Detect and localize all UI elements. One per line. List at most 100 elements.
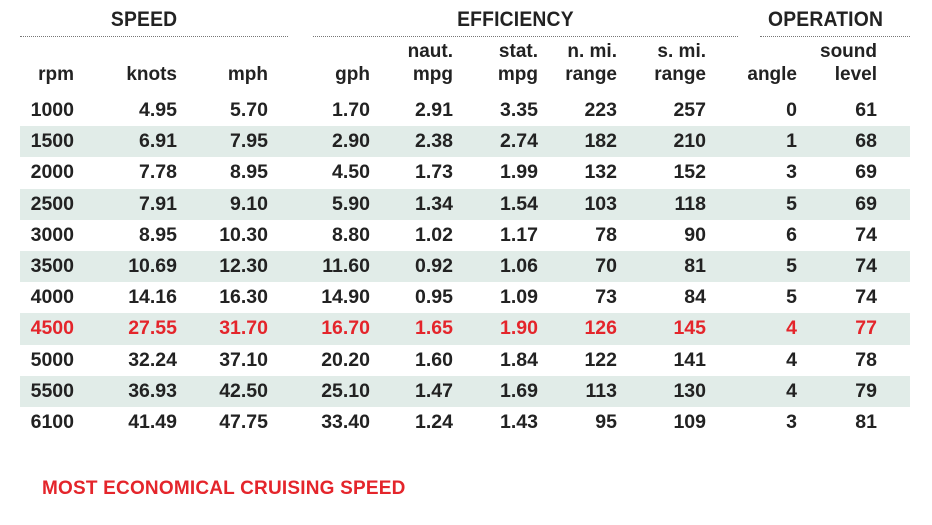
- cell-knots: 6.91: [139, 130, 177, 153]
- cell-n-mi-range: 78: [595, 223, 617, 246]
- header-s-mi-range-top: s. mi.: [657, 41, 706, 62]
- header-gph-bottom: gph: [335, 64, 370, 85]
- cell-stat-mpg: 3.35: [500, 99, 538, 121]
- cell-n-mi-range: 126: [584, 317, 617, 340]
- header-sound-level-bottom: level: [834, 64, 877, 85]
- cell-stat-mpg: 1.43: [500, 411, 538, 433]
- header-rpm-bottom: rpm: [38, 64, 74, 85]
- cell-angle: 3: [786, 161, 797, 184]
- cell-naut-mpg: 0.92: [415, 255, 453, 277]
- cell-rpm: 4000: [30, 286, 74, 309]
- table-row: 5500 36.93 42.50 25.10 1.47 1.69 113 130 4 79: [20, 375, 910, 407]
- cell-s-mi-range: 109: [673, 411, 706, 433]
- cell-n-mi-range: 122: [584, 348, 617, 371]
- speed-group-rule: [20, 36, 288, 37]
- header-naut-mpg-bottom: mpg: [412, 64, 453, 85]
- cell-n-mi-range: 70: [595, 255, 617, 277]
- cell-s-mi-range: 141: [673, 348, 706, 371]
- cell-naut-mpg: 1.34: [415, 192, 453, 215]
- cell-knots: 8.95: [139, 223, 177, 246]
- cell-mph: 47.75: [219, 411, 268, 433]
- cell-rpm: 4500: [30, 317, 74, 340]
- cell-gph: 20.20: [321, 348, 370, 371]
- cell-angle: 5: [786, 255, 797, 277]
- cell-stat-mpg: 1.99: [500, 161, 538, 184]
- cell-n-mi-range: 223: [584, 99, 617, 121]
- cell-rpm: 6100: [30, 411, 74, 433]
- cell-rpm: 5500: [30, 379, 74, 402]
- cell-knots: 27.55: [128, 317, 177, 340]
- table-row: 1000 4.95 5.70 1.70 2.91 3.35 223 257 0 61: [20, 95, 910, 126]
- cell-naut-mpg: 1.47: [415, 379, 453, 402]
- table-row: 1500 6.91 7.95 2.90 2.38 2.74 182 210 1 68: [20, 126, 910, 158]
- header-n-mi-range-top: n. mi.: [567, 41, 617, 62]
- cell-rpm: 5000: [30, 348, 74, 371]
- cell-sound-level: 69: [855, 192, 877, 215]
- operation-group-rule: [760, 36, 910, 37]
- cell-sound-level: 81: [855, 411, 877, 433]
- cell-naut-mpg: 1.65: [415, 317, 453, 340]
- cell-angle: 5: [786, 286, 797, 309]
- cell-sound-level: 68: [855, 130, 877, 153]
- cell-n-mi-range: 103: [584, 192, 617, 215]
- cell-sound-level: 69: [855, 161, 877, 184]
- efficiency-group-rule: [313, 36, 738, 37]
- cell-n-mi-range: 95: [595, 411, 617, 433]
- cell-angle: 4: [786, 348, 797, 371]
- cell-naut-mpg: 2.38: [415, 130, 453, 153]
- header-s-mi-range-bottom: range: [654, 64, 706, 85]
- cell-knots: 7.91: [139, 192, 177, 215]
- cell-stat-mpg: 1.17: [500, 223, 538, 246]
- cell-gph: 14.90: [321, 286, 370, 309]
- cell-stat-mpg: 1.90: [500, 317, 538, 340]
- header-sound-level-top: sound: [820, 41, 877, 62]
- cell-mph: 37.10: [219, 348, 268, 371]
- cell-gph: 1.70: [332, 99, 370, 121]
- cell-gph: 16.70: [321, 317, 370, 340]
- cell-mph: 12.30: [219, 255, 268, 277]
- header-naut-mpg-top: naut.: [407, 41, 453, 62]
- cell-rpm: 3500: [30, 255, 74, 277]
- cell-stat-mpg: 1.69: [500, 379, 538, 402]
- cell-angle: 4: [786, 317, 797, 340]
- cell-knots: 14.16: [128, 286, 177, 309]
- table-row-highlighted: 4500 27.55 31.70 16.70 1.65 1.90 126 145 4 77: [20, 313, 910, 345]
- cell-mph: 9.10: [230, 192, 268, 215]
- cell-n-mi-range: 132: [584, 161, 617, 184]
- cell-stat-mpg: 1.09: [500, 286, 538, 309]
- cell-stat-mpg: 1.54: [500, 192, 538, 215]
- operation-group-title: OPERATION: [768, 8, 884, 31]
- cell-stat-mpg: 1.84: [500, 348, 538, 371]
- cell-angle: 0: [786, 99, 797, 121]
- speed-group-title: SPEED: [110, 8, 178, 31]
- cell-rpm: 2500: [30, 192, 74, 215]
- cell-gph: 2.90: [332, 130, 370, 153]
- cell-s-mi-range: 118: [674, 192, 706, 215]
- header-knots-bottom: knots: [126, 64, 177, 85]
- cell-s-mi-range: 257: [673, 99, 706, 121]
- cell-knots: 32.24: [128, 348, 177, 371]
- cell-stat-mpg: 2.74: [500, 130, 538, 153]
- cell-angle: 3: [786, 411, 797, 433]
- cell-rpm: 3000: [30, 223, 74, 246]
- header-n-mi-range-bottom: range: [565, 64, 617, 85]
- cell-mph: 16.30: [219, 286, 268, 309]
- table-row: 5000 32.24 37.10 20.20 1.60 1.84 122 141 4 78: [20, 345, 910, 376]
- table-row: 3000 8.95 10.30 8.80 1.02 1.17 78 90 6 74: [20, 220, 910, 251]
- cell-s-mi-range: 130: [673, 379, 706, 402]
- table-row: 2000 7.78 8.95 4.50 1.73 1.99 132 152 3 69: [20, 157, 910, 188]
- cell-naut-mpg: 0.95: [415, 286, 453, 309]
- cell-angle: 1: [786, 130, 797, 153]
- header-stat-mpg-bottom: mpg: [497, 64, 538, 85]
- table-row: 3500 10.69 12.30 11.60 0.92 1.06 70 81 5 74: [20, 251, 910, 283]
- cell-rpm: 1000: [30, 99, 74, 121]
- cell-rpm: 2000: [30, 161, 74, 184]
- cell-s-mi-range: 90: [684, 223, 706, 246]
- header-stat-mpg-top: stat.: [498, 41, 538, 62]
- header-angle-bottom: angle: [747, 64, 797, 85]
- cell-n-mi-range: 113: [585, 379, 617, 402]
- cell-mph: 7.95: [230, 130, 268, 153]
- cell-s-mi-range: 145: [673, 317, 706, 340]
- cell-angle: 4: [786, 379, 797, 402]
- cell-naut-mpg: 1.73: [415, 161, 453, 184]
